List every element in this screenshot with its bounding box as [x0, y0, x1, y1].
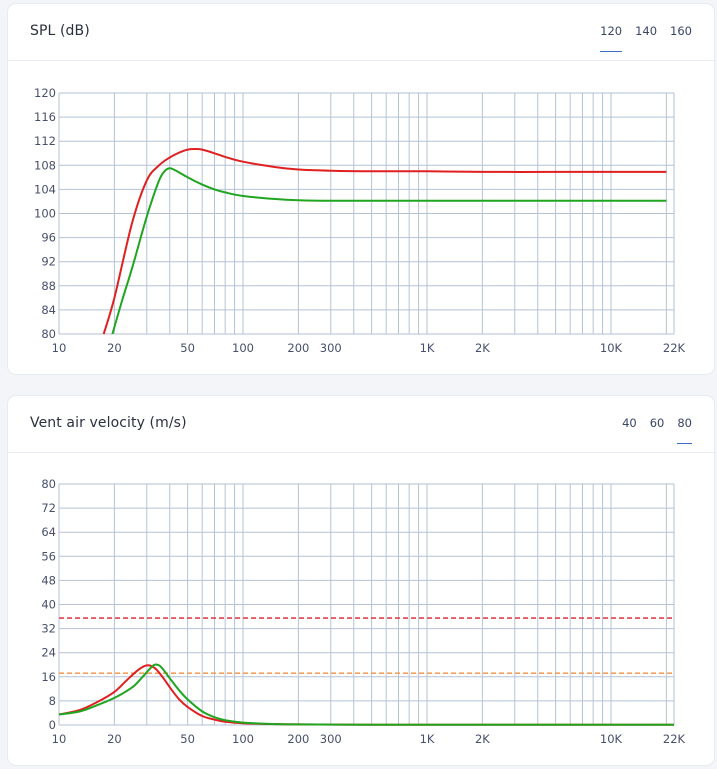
spl-chart-card: SPL (dB) 120 140 160 80 84 88 92 96 100 104 108…: [8, 4, 714, 374]
spl-y-tick-label: 96: [41, 231, 56, 245]
spl-y-tick-label: 88: [41, 279, 56, 293]
tab-vent-80[interactable]: 80: [677, 416, 692, 444]
spl-y-tick-label: 100: [34, 207, 56, 221]
vent-x-tick-label: 20: [107, 732, 122, 746]
vent-series-red-line: [58, 664, 674, 726]
vent-x-tick-label: 300: [320, 732, 342, 746]
spl-y-tick-label: 80: [41, 327, 56, 341]
vent-y-tick-label: 24: [41, 646, 56, 660]
vent-x-tick-label: 200: [287, 732, 309, 746]
spl-x-tick-label: 100: [232, 341, 254, 355]
vent-y-tick-label: 56: [41, 549, 56, 563]
spl-x-tick-label: 22K: [663, 341, 686, 355]
spl-x-tick-label: 10: [52, 341, 67, 355]
tab-vent-60[interactable]: 60: [649, 416, 665, 430]
tab-spl-160[interactable]: 160: [670, 24, 692, 38]
vent-chart-title: Vent air velocity (m/s): [30, 415, 187, 431]
spl-x-tick-label: 200: [287, 341, 309, 355]
vent-grid: [58, 483, 675, 726]
vent-y-tick-label: 48: [41, 573, 56, 587]
vent-x-tick-label: 22K: [663, 732, 686, 746]
vent-y-tick-label: 40: [41, 598, 56, 612]
vent-x-tick-label: 10K: [600, 732, 623, 746]
vent-x-tick-label: 2K: [475, 732, 490, 746]
tab-spl-120[interactable]: 120: [600, 24, 622, 52]
spl-y-tick-label: 84: [41, 303, 56, 317]
vent-x-tick-label: 100: [232, 732, 254, 746]
vent-x-tick-label: 50: [180, 732, 195, 746]
spl-chart-plot: 80 84 88 92 96 100 104 108 112 116 120 10 20 50 100 200…: [34, 86, 686, 355]
spl-x-tick-label: 50: [180, 341, 195, 355]
spl-x-tick-label: 2K: [475, 341, 490, 355]
spl-y-tick-label: 112: [34, 134, 56, 148]
vent-y-tick-label: 0: [49, 718, 56, 732]
vent-y-tick-label: 64: [41, 525, 56, 539]
spl-series-red-line: [102, 147, 667, 335]
spl-chart-title: SPL (dB): [30, 23, 90, 39]
vent-x-tick-label: 10: [52, 732, 67, 746]
spl-y-tick-label: 92: [41, 255, 56, 269]
vent-y-tick-label: 80: [41, 477, 56, 491]
spl-x-tick-label: 20: [107, 341, 122, 355]
tab-spl-140[interactable]: 140: [635, 24, 658, 38]
spl-x-tick-label: 300: [320, 341, 342, 355]
spl-y-tick-label: 104: [34, 182, 56, 196]
spl-grid: [58, 92, 675, 335]
vent-y-tick-label: 16: [41, 670, 56, 684]
spl-series-green-line: [111, 167, 667, 335]
spl-level-tabs: 120 140 160: [600, 24, 692, 52]
vent-level-tabs: 40 60 80: [622, 416, 692, 444]
vent-chart-header: Vent air velocity (m/s) 40 60 80: [8, 396, 714, 453]
vent-y-tick-label: 32: [41, 622, 56, 636]
spl-y-tick-label: 120: [34, 86, 56, 100]
vent-series-green-line: [58, 663, 674, 726]
vent-y-tick-label: 8: [49, 694, 56, 708]
vent-chart-plot: 0 8 16 24 32 40 48 56 64 72 80 10 20 50 100 200 300 1K 2K 1…: [41, 477, 686, 746]
vent-x-tick-label: 1K: [420, 732, 435, 746]
spl-x-tick-label: 1K: [420, 341, 435, 355]
spl-y-tick-label: 108: [34, 158, 56, 172]
vent-y-tick-label: 72: [41, 501, 56, 515]
spl-chart-header: SPL (dB) 120 140 160: [8, 4, 714, 61]
tab-vent-40[interactable]: 40: [622, 416, 637, 430]
spl-y-tick-label: 116: [34, 110, 56, 124]
spl-x-tick-label: 10K: [600, 341, 623, 355]
vent-chart-card: Vent air velocity (m/s) 40 60 80 0 8 16 24 3…: [8, 396, 714, 765]
